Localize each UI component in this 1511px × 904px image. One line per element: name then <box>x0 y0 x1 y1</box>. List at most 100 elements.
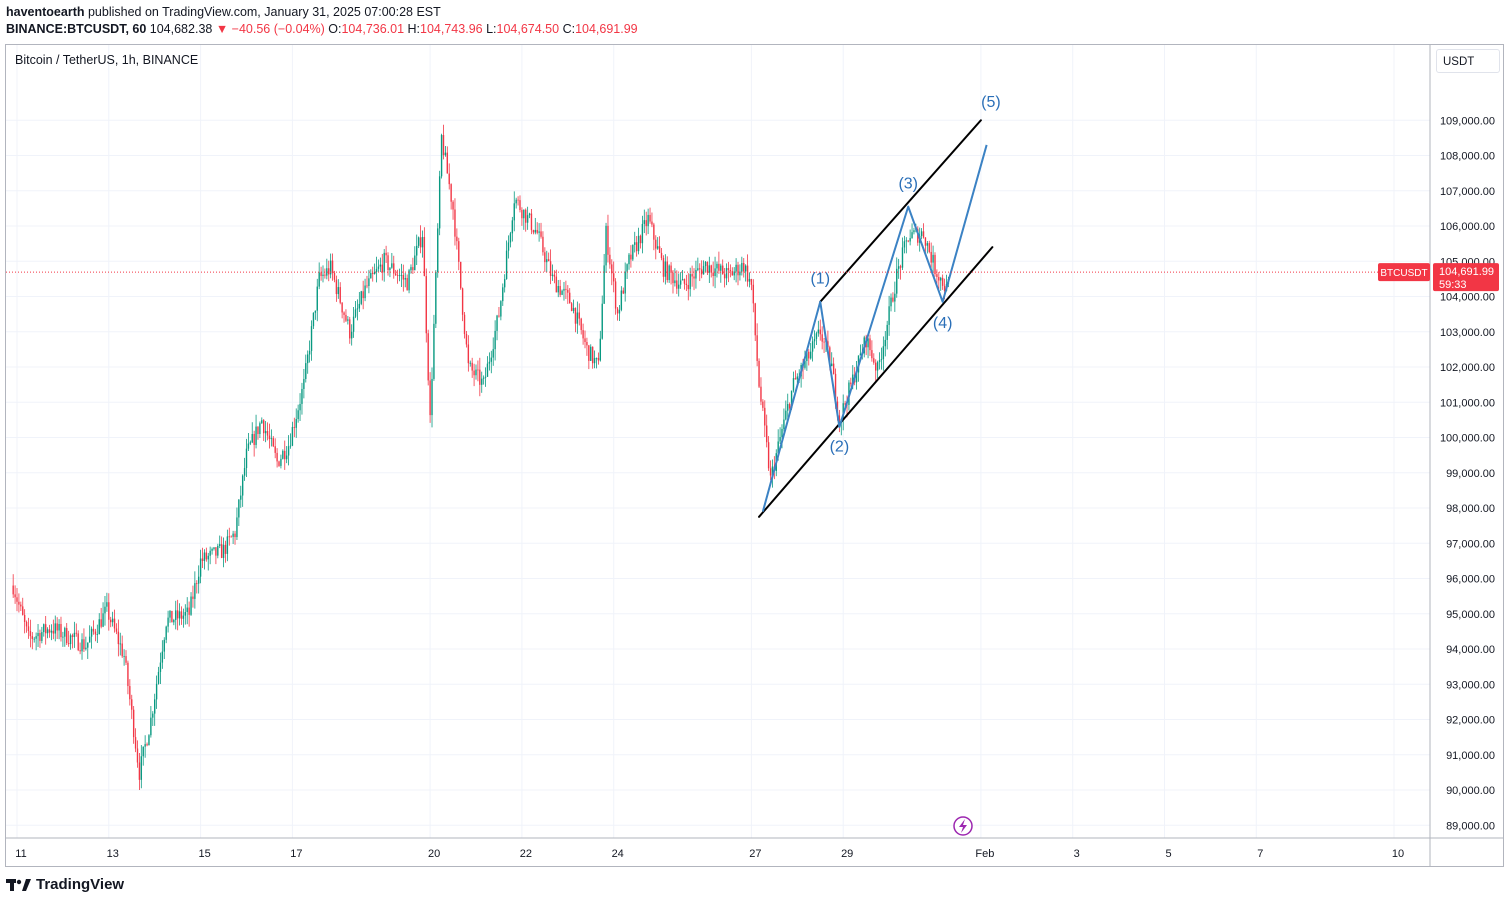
candle-body <box>60 624 62 638</box>
candle-body <box>538 231 540 233</box>
candle-body <box>909 238 911 242</box>
candle-body <box>144 744 146 747</box>
candle-body <box>676 280 678 289</box>
candle-body <box>649 214 651 222</box>
candle-body <box>924 237 927 246</box>
candle-body <box>561 290 563 295</box>
candle-body <box>27 626 30 631</box>
candle-body <box>366 285 368 287</box>
time-axis: 11 13 15 17 20 22 24 27 29 Feb 3 5 7 10 <box>15 848 1404 860</box>
candle-body <box>718 263 720 271</box>
symbol-label[interactable]: BINANCE:BTCUSDT, 60 <box>6 22 147 36</box>
candle-body <box>637 235 640 252</box>
candle-body <box>303 378 305 389</box>
candle-body <box>81 639 83 652</box>
candle-body <box>699 268 701 270</box>
candle-body <box>722 265 724 275</box>
candle-body <box>163 639 165 652</box>
chart-frame <box>5 44 1504 867</box>
candle-body <box>25 621 28 627</box>
candle-body <box>710 265 712 273</box>
y-tick-label: 90,000.00 <box>1446 785 1495 797</box>
candle-body <box>16 597 18 602</box>
candle-body <box>681 279 684 281</box>
candle-body <box>194 583 196 599</box>
candle-body <box>884 339 886 347</box>
candle-body <box>373 271 376 275</box>
candle-body <box>781 428 783 438</box>
candle-body <box>339 287 341 303</box>
x-tick-label: 15 <box>198 848 210 860</box>
y-tick-label: 103,000.00 <box>1440 327 1495 339</box>
candle-body <box>205 552 208 560</box>
price-tag-value: 104,691.99 <box>1439 266 1494 278</box>
candle-body <box>762 401 764 408</box>
candle-body <box>907 240 909 242</box>
candle-body <box>809 351 812 359</box>
candle-body <box>614 281 617 309</box>
candle-body <box>247 443 250 449</box>
candle-body <box>737 264 739 276</box>
candle-body <box>492 349 494 358</box>
candle-body <box>14 594 16 598</box>
candle-body <box>423 236 426 277</box>
currency-button[interactable]: USDT <box>1436 49 1500 73</box>
candle-body <box>31 636 33 639</box>
candle-body <box>570 303 573 311</box>
x-tick-label: 22 <box>520 848 532 860</box>
candle-body <box>264 431 267 434</box>
candle-body <box>752 284 755 304</box>
candle-body <box>230 536 232 538</box>
candle-body <box>456 236 458 242</box>
candle-body <box>307 354 309 364</box>
candle-body <box>379 264 382 267</box>
candle-body <box>450 184 452 202</box>
candle-body <box>335 279 338 295</box>
candle-body <box>349 319 351 339</box>
candle-body <box>479 369 481 385</box>
candle-body <box>576 312 579 324</box>
candle-body <box>666 261 668 281</box>
candle-body <box>897 266 900 269</box>
candle-body <box>350 331 353 339</box>
event-icon-bolt <box>959 819 967 833</box>
candle-body <box>632 244 634 260</box>
candle-body <box>159 662 162 672</box>
tradingview-logo[interactable]: TradingView <box>6 876 124 893</box>
candle-body <box>838 415 841 424</box>
author-name[interactable]: haventoearth <box>6 5 85 19</box>
candle-body <box>502 287 504 302</box>
candle-body <box>792 378 795 391</box>
candle-body <box>536 229 538 233</box>
candle-body <box>375 268 378 272</box>
candle-body <box>624 271 626 294</box>
candle-body <box>494 330 496 350</box>
candle-body <box>557 286 559 293</box>
candle-body <box>71 635 74 637</box>
candle-body <box>58 624 60 631</box>
candle-body <box>731 271 733 276</box>
candle-body <box>320 272 322 277</box>
candle-body <box>672 272 674 284</box>
candle-body <box>46 629 49 634</box>
candle-body <box>829 347 831 367</box>
candle-body <box>926 243 929 246</box>
candle-body <box>240 495 242 500</box>
candle-body <box>626 264 628 272</box>
candle-body <box>119 643 121 645</box>
candle-body <box>668 265 670 281</box>
candle-body <box>461 288 464 315</box>
candle-body <box>787 404 789 411</box>
candle-body <box>876 362 879 371</box>
candle-body <box>29 630 32 637</box>
candle-body <box>486 363 489 377</box>
candle-body <box>519 200 521 210</box>
candle-body <box>534 229 536 233</box>
candle-body <box>544 252 546 263</box>
candle-body <box>702 266 705 275</box>
candle-body <box>783 419 785 429</box>
candle-body <box>591 346 594 364</box>
open-value: 104,736.01 <box>341 22 405 36</box>
candle-body <box>253 433 255 445</box>
